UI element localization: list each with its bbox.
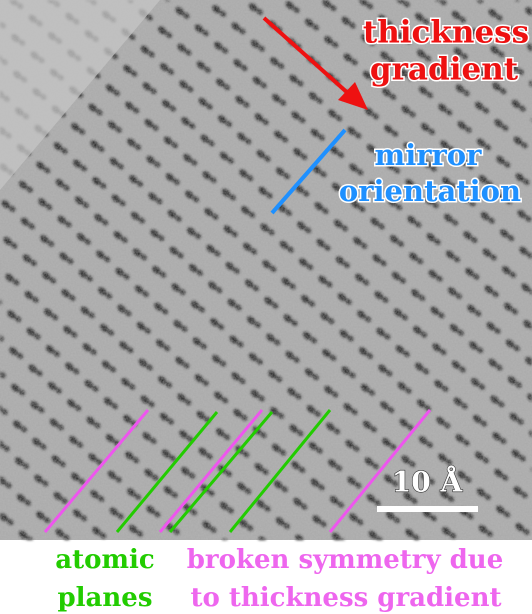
figure: thickness gradient mirror orientation 10…	[0, 0, 532, 614]
label: gradient	[370, 52, 519, 88]
caption: to thickness gradient	[190, 583, 501, 613]
scale-bar	[377, 506, 478, 512]
caption: planes	[58, 583, 153, 613]
label: thickness	[363, 15, 529, 51]
label: mirror	[375, 138, 483, 172]
caption: broken symmetry due	[187, 545, 504, 575]
label: orientation	[339, 174, 521, 208]
scale-label: 10 Å	[392, 465, 464, 499]
caption: atomic	[55, 545, 154, 575]
